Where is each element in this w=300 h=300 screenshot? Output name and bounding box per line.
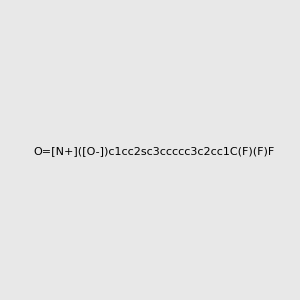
Text: O=[N+]([O-])c1cc2sc3ccccc3c2cc1C(F)(F)F: O=[N+]([O-])c1cc2sc3ccccc3c2cc1C(F)(F)F: [33, 146, 274, 157]
